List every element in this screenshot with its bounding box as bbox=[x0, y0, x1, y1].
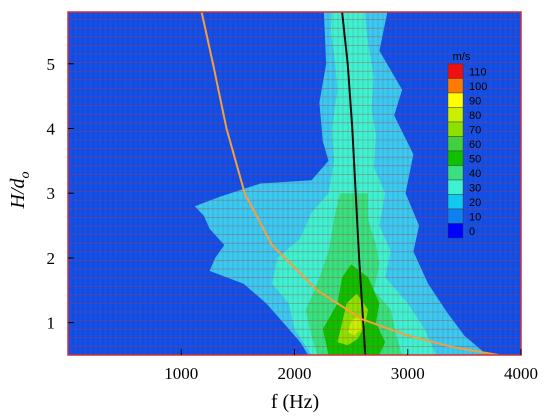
x-tick-label: 2000 bbox=[278, 364, 312, 383]
series-line-2 bbox=[200, 12, 499, 355]
x-axis: 1000 2000 3000 4000 bbox=[164, 349, 538, 383]
legend-swatch bbox=[447, 223, 464, 239]
y-axis-title-main: H/d bbox=[7, 178, 29, 210]
y-axis-title-sub: o bbox=[18, 172, 33, 179]
y-tick-label: 2 bbox=[47, 249, 56, 268]
grid-layer bbox=[68, 12, 521, 355]
legend-swatch bbox=[447, 194, 464, 210]
series-line-1 bbox=[341, 12, 367, 355]
legend-title: m/s bbox=[453, 51, 471, 63]
y-tick-label: 1 bbox=[47, 314, 56, 333]
x-tick-label: 4000 bbox=[504, 364, 538, 383]
legend-label: 100 bbox=[469, 81, 487, 93]
x-tick-label: 3000 bbox=[391, 364, 425, 383]
legend-label: 110 bbox=[469, 66, 487, 78]
y-axis: 1 2 3 4 5 bbox=[47, 55, 74, 333]
legend-label: 30 bbox=[469, 182, 481, 194]
legend-label: 20 bbox=[469, 197, 481, 209]
legend-label: 90 bbox=[469, 95, 481, 107]
legend-label: 0 bbox=[469, 226, 475, 238]
legend-swatch bbox=[447, 78, 464, 94]
legend-swatch bbox=[447, 63, 464, 79]
y-tick-label: 4 bbox=[47, 119, 56, 138]
legend-label: 60 bbox=[469, 139, 481, 151]
contour-level-80 bbox=[347, 316, 362, 336]
legend-label: 50 bbox=[469, 153, 481, 165]
legend-label: 80 bbox=[469, 110, 481, 122]
legend-swatch bbox=[447, 92, 464, 108]
legend-swatch bbox=[447, 150, 464, 166]
legend-swatch bbox=[447, 136, 464, 152]
legend-label: 40 bbox=[469, 168, 481, 180]
legend-swatch bbox=[447, 165, 464, 181]
y-axis-title: H/do bbox=[7, 172, 33, 210]
y-tick-label: 5 bbox=[47, 55, 56, 74]
x-axis-title: f (Hz) bbox=[271, 391, 319, 413]
legend-label: 10 bbox=[469, 211, 481, 223]
legend-swatch bbox=[447, 208, 464, 224]
legend-label: 70 bbox=[469, 124, 481, 136]
x-tick-label: 1000 bbox=[164, 364, 198, 383]
legend-swatch bbox=[447, 179, 464, 195]
legend-swatch bbox=[447, 107, 464, 123]
series-layer bbox=[200, 12, 499, 355]
y-tick-label: 3 bbox=[47, 184, 56, 203]
legend-swatch bbox=[447, 121, 464, 137]
